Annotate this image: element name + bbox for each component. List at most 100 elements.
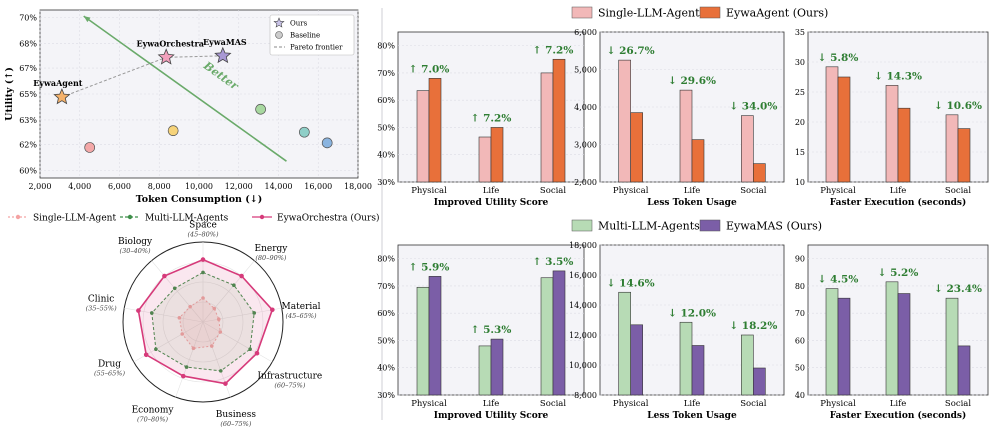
bar-y-tick-label: 10: [795, 178, 805, 187]
bar-change-label: ↓ 5.2%: [878, 267, 919, 279]
bar-change-label: ↓ 14.6%: [607, 277, 655, 289]
bar-y-tick-label: 50%: [377, 336, 395, 345]
y-axis-title: Utility (↑): [4, 67, 15, 121]
bar-mark: [753, 367, 766, 396]
radar-series-point: [218, 369, 223, 373]
radar-axis-range: (60–75%): [220, 420, 252, 427]
bar-change-label: ↓ 14.3%: [874, 70, 922, 82]
bar-y-tick-label: 50%: [377, 123, 395, 132]
bar-y-tick-label: 3,000: [574, 141, 597, 150]
bar-change-label: ↓ 10.6%: [934, 100, 982, 112]
bar-x-axis-title: Improved Utility Score: [434, 198, 549, 208]
ours-star-marker: [157, 48, 175, 65]
better-arrow-head: [83, 16, 91, 23]
bar-category-label: Social: [945, 186, 971, 196]
bar-mark: [885, 85, 899, 183]
bar-change-label: ↑ 5.9%: [409, 261, 450, 273]
bar-mark: [837, 297, 851, 396]
bar-mark: [618, 291, 631, 396]
bar-mark: [618, 59, 631, 183]
bar-y-tick-label: 60%: [377, 309, 395, 318]
x-tick-label: 8,000: [148, 182, 171, 191]
legend-label: Ours: [290, 20, 308, 28]
bar-category-label: Social: [945, 399, 971, 409]
radar-series-point: [188, 304, 192, 309]
bar-change-label: ↑ 5.3%: [471, 324, 512, 336]
radar-series-point: [162, 273, 167, 279]
y-tick-label: 70%: [19, 14, 37, 23]
bar-mark: [691, 345, 705, 396]
point-label: EywaOrchestra: [137, 38, 204, 48]
bar-legend-label: Single-LLM-Agent: [598, 7, 700, 20]
bar-change-label: ↑ 7.2%: [533, 44, 574, 56]
bar-mark: [490, 127, 504, 183]
bar-mark: [540, 72, 554, 183]
point-label: EywaMAS: [203, 37, 247, 47]
radar-series-point: [172, 286, 177, 291]
radar-axis-label: Business: [216, 410, 257, 420]
radar-spoke: [151, 260, 204, 323]
bar-y-tick-label: 20: [795, 118, 805, 127]
bar-legend-label: EywaMAS (Ours): [726, 220, 822, 233]
bar-mark: [552, 58, 566, 183]
bar-category-label: Physical: [613, 399, 649, 409]
legend-circle-icon: [275, 31, 283, 39]
y-tick-label: 65%: [19, 90, 37, 99]
bar-y-tick-label: 25: [795, 88, 805, 97]
bar-category-label: Social: [740, 399, 766, 409]
bar-x-axis-title: Less Token Usage: [647, 198, 737, 208]
radar-spoke: [175, 321, 204, 398]
bar-y-tick-label: 30%: [377, 391, 395, 400]
bar-change-label: ↓ 12.0%: [668, 307, 716, 319]
bar-x-axis-title: Faster Execution (seconds): [830, 410, 966, 421]
ours-star-marker: [53, 88, 71, 105]
bar-category-label: Life: [483, 186, 500, 196]
radar-series-point: [239, 273, 244, 279]
bar-mark: [957, 345, 971, 396]
bar-category-label: Physical: [820, 186, 856, 196]
bar-category-label: Physical: [613, 186, 649, 196]
bar-legend-label: EywaAgent (Ours): [726, 7, 828, 20]
bar-mark: [428, 276, 442, 396]
y-tick-label: 60%: [19, 166, 37, 175]
bar-category-label: Social: [540, 186, 566, 196]
radar-spoke: [202, 307, 282, 323]
radar-series-point: [254, 350, 260, 356]
bar-mark: [753, 163, 766, 183]
bar-y-tick-label: 8,000: [574, 391, 597, 400]
bar-category-label: Life: [890, 186, 907, 196]
bar-mark: [691, 139, 705, 183]
bar-category-label: Social: [540, 399, 566, 409]
bar-y-tick-label: 4,000: [574, 103, 597, 112]
radar-axis-range: (35–55%): [86, 305, 118, 313]
scatter-legend-box: [269, 14, 355, 56]
legend-mid: Multi-LLM-Agents EywaMAS (Ours): [571, 220, 822, 233]
better-arrow-line: [83, 15, 287, 162]
radar-axis-range: (60–75%): [274, 382, 306, 390]
bar-x-axis-title: Improved Utility Score: [434, 411, 549, 421]
radar-series-point: [136, 308, 141, 313]
x-tick-label: 10,000: [185, 182, 213, 191]
bar-mark: [630, 112, 643, 183]
bar-y-tick-label: 80: [795, 282, 805, 291]
bar-category-label: Life: [684, 186, 701, 196]
radar-series-point: [270, 307, 275, 313]
y-tick-label: 63%: [19, 116, 37, 125]
radar-series-point: [180, 332, 185, 336]
bar-y-tick-label: 40: [795, 391, 805, 400]
bar-mark: [679, 321, 693, 396]
bar-y-tick-label: 10,000: [569, 361, 597, 370]
radar-spoke: [202, 260, 255, 323]
bar-change-label: ↓ 26.7%: [607, 45, 655, 57]
bar-mark: [945, 114, 959, 183]
bar-y-tick-label: 50: [795, 364, 805, 373]
radar-legend-marker: [127, 214, 133, 220]
radar-axis-label: Material: [282, 302, 321, 312]
bar-y-tick-label: 16,000: [569, 271, 597, 280]
bar-mark: [837, 76, 851, 183]
radar-series-point: [180, 373, 186, 379]
bar-change-label: ↓ 18.2%: [729, 320, 777, 332]
bar-mark: [428, 78, 442, 183]
radar-series-point: [200, 257, 206, 262]
